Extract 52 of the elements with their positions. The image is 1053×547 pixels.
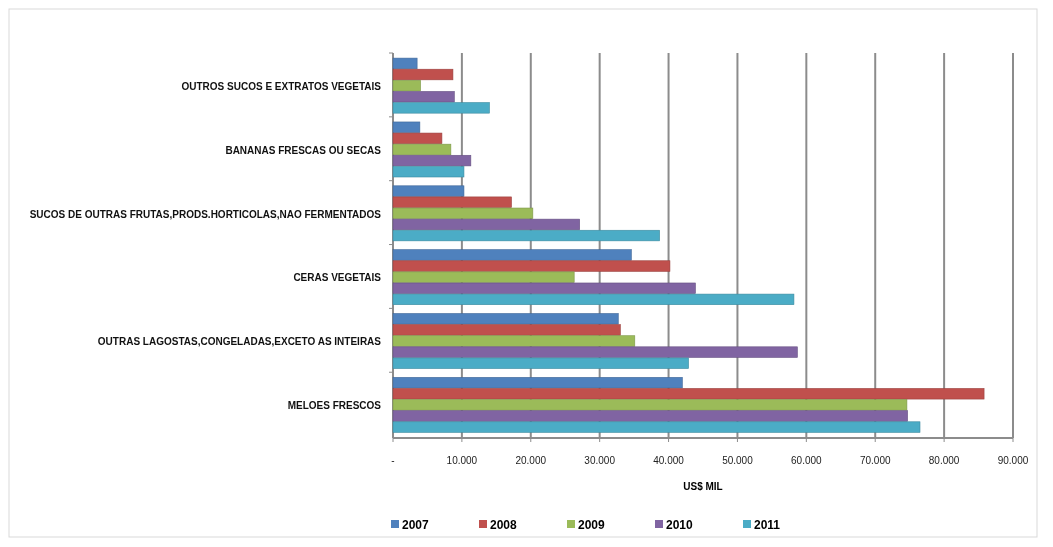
bar bbox=[392, 166, 465, 178]
legend-label: 2010 bbox=[666, 518, 694, 532]
y-tick-label: MELOES FRESCOS bbox=[287, 400, 382, 412]
x-tick-label: - bbox=[391, 455, 395, 466]
bar bbox=[392, 324, 621, 336]
x-tick-label: 10.000 bbox=[446, 455, 478, 466]
bar bbox=[392, 132, 443, 144]
bar bbox=[392, 68, 454, 81]
legend-label: 2009 bbox=[578, 518, 606, 532]
legend-label: 2008 bbox=[490, 518, 518, 532]
bar bbox=[392, 335, 636, 347]
bar bbox=[392, 357, 689, 369]
y-tick-label: SUCOS DE OUTRAS FRUTAS,PRODS.HORTICOLAS,NAO FERMENTADOS bbox=[29, 208, 382, 220]
bar bbox=[392, 293, 795, 305]
bar bbox=[392, 207, 534, 219]
bar bbox=[392, 313, 619, 325]
x-tick-label: 80.000 bbox=[928, 455, 960, 466]
bar bbox=[392, 388, 985, 400]
bar bbox=[392, 229, 660, 242]
bar bbox=[392, 57, 418, 70]
bar bbox=[392, 399, 908, 411]
bar bbox=[392, 196, 512, 208]
x-tick-label: 30.000 bbox=[584, 455, 616, 466]
bar bbox=[392, 346, 798, 358]
x-tick-label: 20.000 bbox=[515, 455, 547, 466]
bar bbox=[392, 185, 465, 197]
y-tick-label: OUTROS SUCOS E EXTRATOS VEGETAIS bbox=[181, 80, 382, 92]
x-tick-label: 40.000 bbox=[653, 455, 685, 466]
bar bbox=[392, 154, 472, 167]
legend-label: 2007 bbox=[402, 518, 430, 532]
bar bbox=[392, 282, 696, 294]
bar bbox=[392, 260, 671, 272]
bar bbox=[392, 410, 908, 422]
bar bbox=[392, 377, 683, 389]
legend-label: 2011 bbox=[754, 518, 781, 532]
bar bbox=[392, 249, 632, 261]
y-tick-label: OUTRAS LAGOSTAS,CONGELADAS,EXCETO AS INTEIRAS bbox=[97, 336, 382, 348]
x-tick-label: 50.000 bbox=[722, 455, 754, 466]
bar bbox=[392, 102, 490, 114]
bar bbox=[392, 421, 921, 433]
bar bbox=[392, 218, 580, 231]
bar bbox=[392, 143, 452, 156]
y-tick-label: CERAS VEGETAIS bbox=[293, 272, 382, 284]
bar bbox=[392, 80, 421, 92]
x-tick-label: 90.000 bbox=[997, 455, 1029, 466]
x-tick-label: 70.000 bbox=[859, 455, 891, 466]
bar bbox=[392, 91, 455, 103]
y-tick-label: BANANAS FRESCAS OU SECAS bbox=[225, 144, 382, 156]
bar bbox=[392, 271, 575, 283]
x-tick-label: 60.000 bbox=[791, 455, 823, 466]
x-axis-title: US$ MIL bbox=[683, 481, 723, 492]
bar bbox=[392, 121, 421, 133]
